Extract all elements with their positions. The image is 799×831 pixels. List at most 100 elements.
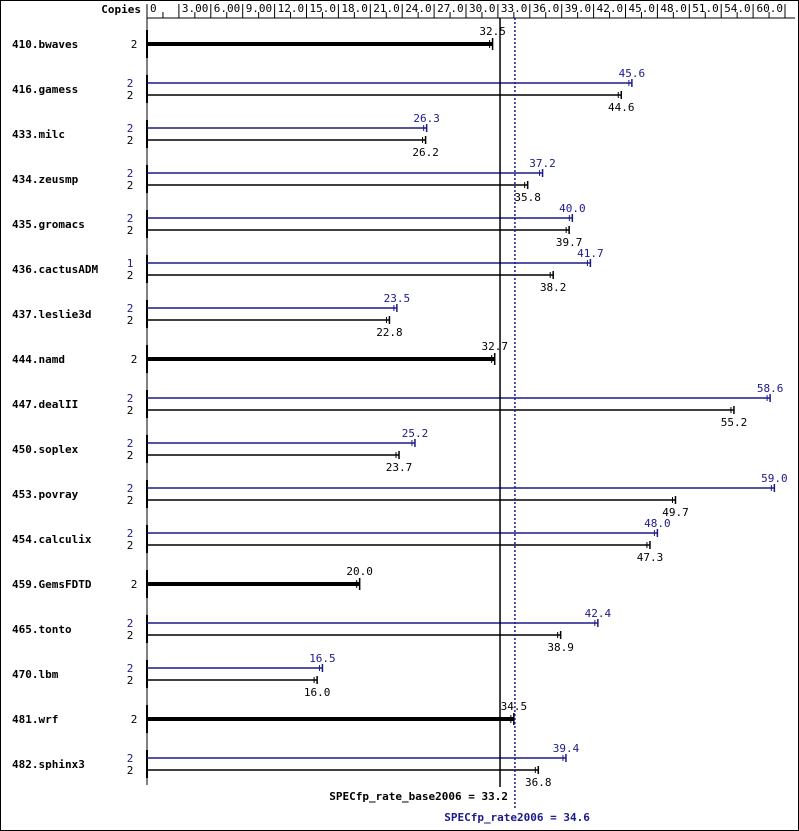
x-tick-label: 39.0 xyxy=(565,2,592,15)
benchmark-label: 465.tonto xyxy=(12,623,72,636)
copies-value-base: 2 xyxy=(127,269,134,282)
x-tick-label: 45.0 xyxy=(629,2,656,15)
copies-value-base: 2 xyxy=(127,764,134,777)
copies-value-peak: 2 xyxy=(127,752,134,765)
data-label-base: 47.3 xyxy=(637,551,664,564)
data-label-peak: 16.5 xyxy=(309,652,336,665)
copies-value: 2 xyxy=(131,353,138,366)
x-tick-label: 12.0 xyxy=(278,2,305,15)
data-label-base: 49.7 xyxy=(662,506,689,519)
copies-value-peak: 2 xyxy=(127,302,134,315)
x-tick-label: 3.00 xyxy=(182,2,209,15)
benchmark-label: 435.gromacs xyxy=(12,218,85,231)
benchmark-label: 433.milc xyxy=(12,128,65,141)
data-label-peak: 37.2 xyxy=(529,157,556,170)
copies-value-base: 2 xyxy=(127,629,134,642)
data-label-base: 16.0 xyxy=(304,686,331,699)
benchmark-label: 470.lbm xyxy=(12,668,59,681)
copies-value-base: 2 xyxy=(127,449,134,462)
data-label-peak: 26.3 xyxy=(413,112,440,125)
data-label-peak: 42.4 xyxy=(585,607,612,620)
copies-value: 2 xyxy=(131,713,138,726)
copies-value-peak: 2 xyxy=(127,122,134,135)
data-label-peak: 45.6 xyxy=(619,67,646,80)
copies-value-base: 2 xyxy=(127,494,134,507)
x-tick-label: 15.0 xyxy=(310,2,337,15)
data-label-base: 38.9 xyxy=(547,641,574,654)
copies-value-base: 2 xyxy=(127,404,134,417)
x-tick-label: 21.0 xyxy=(373,2,400,15)
data-label-peak: 59.0 xyxy=(761,472,788,485)
benchmark-label: 434.zeusmp xyxy=(12,173,79,186)
copies-value-peak: 2 xyxy=(127,167,134,180)
data-label-peak: 40.0 xyxy=(559,202,586,215)
data-label: 32.5 xyxy=(479,25,506,38)
data-label-base: 35.8 xyxy=(514,191,541,204)
benchmark-label: 453.povray xyxy=(12,488,79,501)
copies-value-peak: 2 xyxy=(127,392,134,405)
copies-value: 2 xyxy=(131,38,138,51)
benchmark-label: 482.sphinx3 xyxy=(12,758,85,771)
benchmark-label: 444.namd xyxy=(12,353,65,366)
benchmark-label: 436.cactusADM xyxy=(12,263,98,276)
x-tick-label: 9.00 xyxy=(246,2,273,15)
data-label-base: 55.2 xyxy=(721,416,748,429)
data-label: 32.7 xyxy=(481,340,508,353)
x-tick-label: 24.0 xyxy=(405,2,432,15)
x-tick-label: 33.0 xyxy=(501,2,528,15)
copies-value-peak: 2 xyxy=(127,527,134,540)
data-label-peak: 48.0 xyxy=(644,517,671,530)
benchmark-label: 410.bwaves xyxy=(12,38,78,51)
data-label-peak: 39.4 xyxy=(553,742,580,755)
data-label-base: 22.8 xyxy=(376,326,403,339)
copies-value-peak: 2 xyxy=(127,482,134,495)
data-label-base: 39.7 xyxy=(556,236,583,249)
copies-value-peak: 2 xyxy=(127,662,134,675)
x-tick-label: 51.0 xyxy=(692,2,719,15)
data-label-base: 44.6 xyxy=(608,101,635,114)
data-label-base: 38.2 xyxy=(540,281,567,294)
x-tick-label: 60.0 xyxy=(757,2,784,15)
data-label: 34.5 xyxy=(501,700,528,713)
copies-value-peak: 2 xyxy=(127,617,134,630)
x-tick-label: 30.0 xyxy=(469,2,496,15)
copies-value-peak: 1 xyxy=(127,257,134,270)
x-tick-label: 36.0 xyxy=(533,2,560,15)
benchmark-label: 450.soplex xyxy=(12,443,79,456)
copies-value-peak: 2 xyxy=(127,437,134,450)
x-tick-label: 48.0 xyxy=(660,2,687,15)
copies-value-base: 2 xyxy=(127,539,134,552)
copies-value-base: 2 xyxy=(127,674,134,687)
x-tick-label: 6.00 xyxy=(214,2,241,15)
data-label-base: 23.7 xyxy=(386,461,413,474)
data-label-peak: 23.5 xyxy=(384,292,411,305)
copies-value-base: 2 xyxy=(127,179,134,192)
peak-reference-label: SPECfp_rate2006 = 34.6 xyxy=(444,811,590,824)
copies-value-base: 2 xyxy=(127,314,134,327)
x-tick-label: 42.0 xyxy=(597,2,624,15)
copies-value-base: 2 xyxy=(127,134,134,147)
data-label-peak: 25.2 xyxy=(402,427,429,440)
base-reference-label: SPECfp_rate_base2006 = 33.2 xyxy=(329,790,508,803)
x-tick-label: 27.0 xyxy=(437,2,464,15)
copies-value-base: 2 xyxy=(127,224,134,237)
copies-value: 2 xyxy=(131,578,138,591)
benchmark-label: 481.wrf xyxy=(12,713,58,726)
copies-value-base: 2 xyxy=(127,89,134,102)
data-label-peak: 58.6 xyxy=(757,382,784,395)
x-tick-label: 0 xyxy=(150,2,157,15)
copies-header: Copies xyxy=(101,3,141,16)
copies-value-peak: 2 xyxy=(127,212,134,225)
x-tick-label: 54.0 xyxy=(724,2,751,15)
data-label-base: 36.8 xyxy=(525,776,552,789)
data-label-peak: 41.7 xyxy=(577,247,604,260)
copies-value-peak: 2 xyxy=(127,77,134,90)
data-label: 20.0 xyxy=(346,565,373,578)
x-tick-label: 18.0 xyxy=(341,2,368,15)
benchmark-label: 447.dealII xyxy=(12,398,78,411)
benchmark-label: 454.calculix xyxy=(12,533,92,546)
benchmark-label: 437.leslie3d xyxy=(12,308,91,321)
data-label-base: 26.2 xyxy=(412,146,439,159)
